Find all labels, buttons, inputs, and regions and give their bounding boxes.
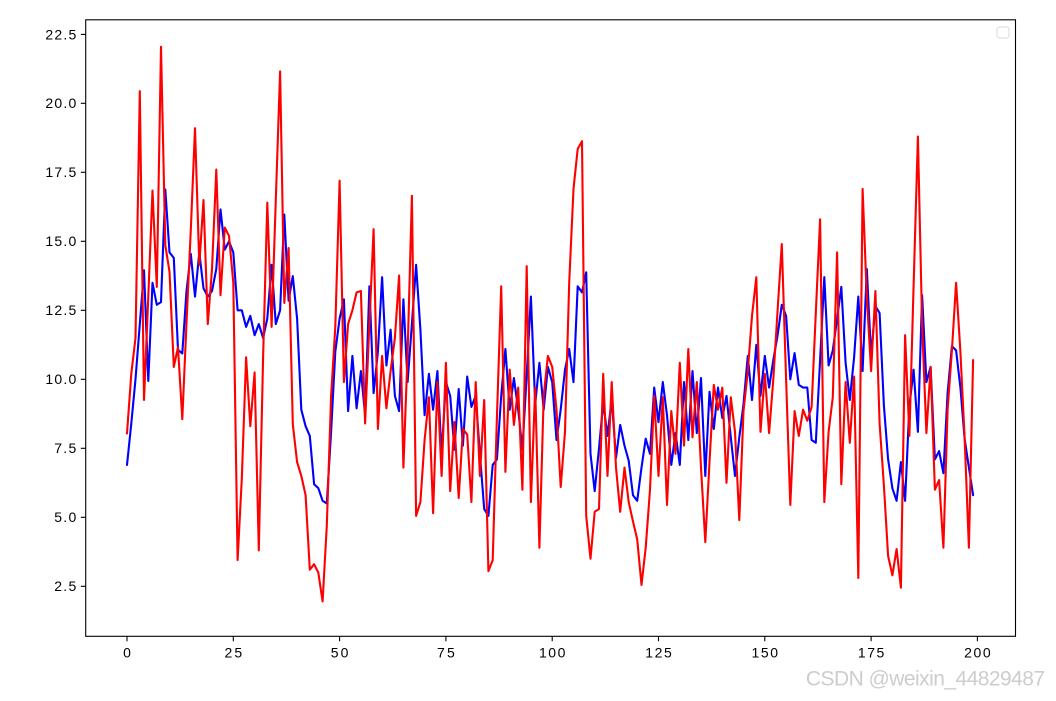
svg-text:20.0: 20.0 <box>45 95 76 111</box>
svg-text:5.0: 5.0 <box>54 509 76 525</box>
svg-text:200: 200 <box>964 645 991 661</box>
svg-text:25: 25 <box>224 645 242 661</box>
svg-text:22.5: 22.5 <box>45 26 76 42</box>
svg-text:7.5: 7.5 <box>54 440 76 456</box>
svg-text:125: 125 <box>645 645 672 661</box>
svg-text:0: 0 <box>123 645 131 661</box>
svg-text:10.0: 10.0 <box>45 371 76 387</box>
svg-text:12.5: 12.5 <box>45 302 76 318</box>
svg-text:150: 150 <box>752 645 779 661</box>
svg-text:50: 50 <box>331 645 349 661</box>
svg-text:100: 100 <box>539 645 566 661</box>
svg-text:2.5: 2.5 <box>54 578 76 594</box>
svg-text:CSDN @weixin_44829487: CSDN @weixin_44829487 <box>806 668 1045 691</box>
svg-text:15.0: 15.0 <box>45 233 76 249</box>
svg-text:75: 75 <box>437 645 455 661</box>
svg-text:17.5: 17.5 <box>45 164 76 180</box>
svg-text:175: 175 <box>858 645 885 661</box>
